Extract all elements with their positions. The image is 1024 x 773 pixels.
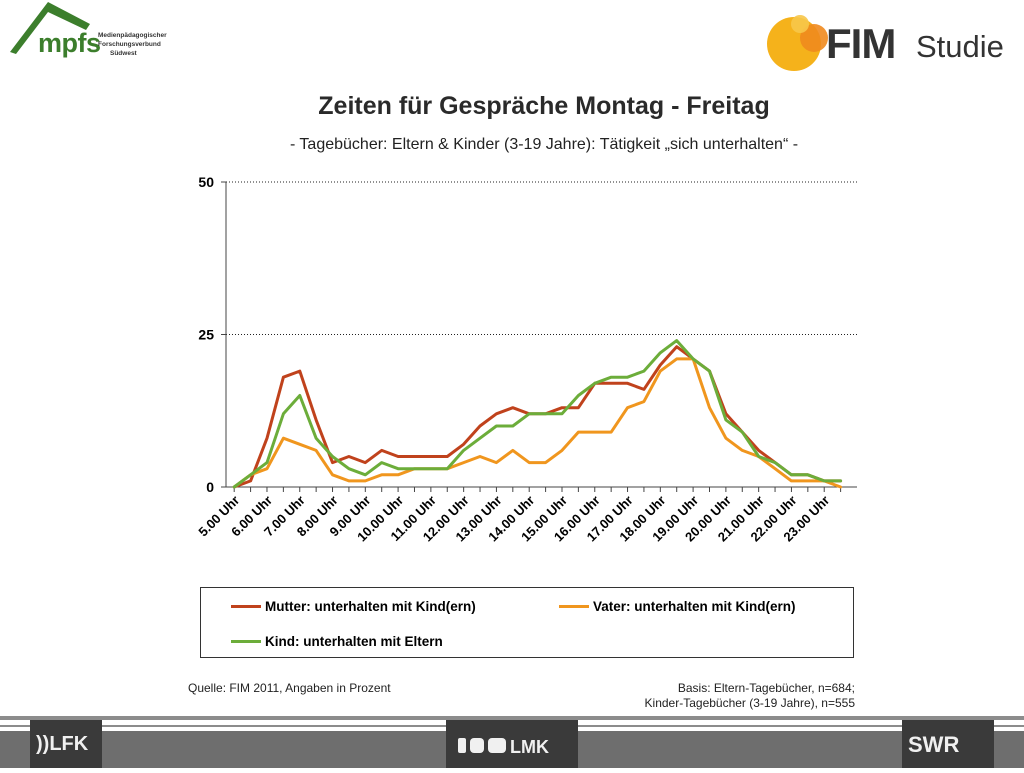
- lmk-dots-icon: [458, 738, 506, 753]
- chart-title: Zeiten für Gespräche Montag - Freitag: [318, 92, 770, 120]
- swr-logo-text: SWR: [908, 732, 960, 757]
- chart-subtitle: - Tagebücher: Eltern & Kinder (3-19 Jahr…: [289, 136, 799, 153]
- chart-legend: Mutter: unterhalten mit Kind(ern) Vater:…: [200, 587, 854, 658]
- legend-label-kind: Kind: unterhalten mit Eltern: [265, 634, 443, 649]
- basis-note: Basis: Eltern-Tagebücher, n=684; Kinder-…: [645, 681, 855, 711]
- basis-line: Kinder-Tagebücher (3-19 Jahre), n=555: [644, 696, 855, 710]
- source-note: Quelle: FIM 2011, Angaben in Prozent: [188, 681, 391, 695]
- mpfs-logo-subtitle: Medienpädagogischer Forschungsverbund Sü…: [98, 31, 167, 58]
- mpfs-logo: [8, 2, 178, 64]
- basis-line: Basis: Eltern-Tagebücher, n=684;: [677, 681, 855, 695]
- mpfs-sub-line: Südwest: [110, 50, 137, 57]
- mpfs-logo-text: mpfs: [38, 28, 101, 58]
- series-line-kind: [232, 339, 843, 489]
- legend-label-mutter: Mutter: unterhalten mit Kind(ern): [265, 599, 476, 614]
- fim-logo: [760, 10, 1010, 74]
- lmk-logo-text: LMK: [510, 737, 549, 757]
- legend-line-mutter: [231, 605, 261, 608]
- legend-line-kind: [231, 640, 261, 643]
- y-tick-label: 25: [198, 327, 214, 343]
- swr-logo: [902, 720, 994, 768]
- lfk-logo: [30, 720, 102, 768]
- y-tick-label: 0: [206, 479, 214, 495]
- lmk-logo: [446, 720, 578, 768]
- mpfs-sub-line: Forschungsverbund: [98, 41, 161, 48]
- mpfs-sub-line: Medienpädagogischer: [98, 32, 167, 39]
- legend-line-vater: [559, 605, 589, 608]
- lfk-logo-text: ))LFK: [36, 733, 89, 755]
- series-line-vater: [232, 357, 843, 489]
- footer-stripe: [0, 716, 1024, 720]
- fim-logo-studie: Studie: [916, 29, 1004, 64]
- mpfs-roof-icon: [10, 2, 90, 54]
- legend-label-vater: Vater: unterhalten mit Kind(ern): [593, 599, 796, 614]
- fim-logo-text: FIM: [826, 20, 896, 67]
- y-tick-label: 50: [198, 174, 214, 190]
